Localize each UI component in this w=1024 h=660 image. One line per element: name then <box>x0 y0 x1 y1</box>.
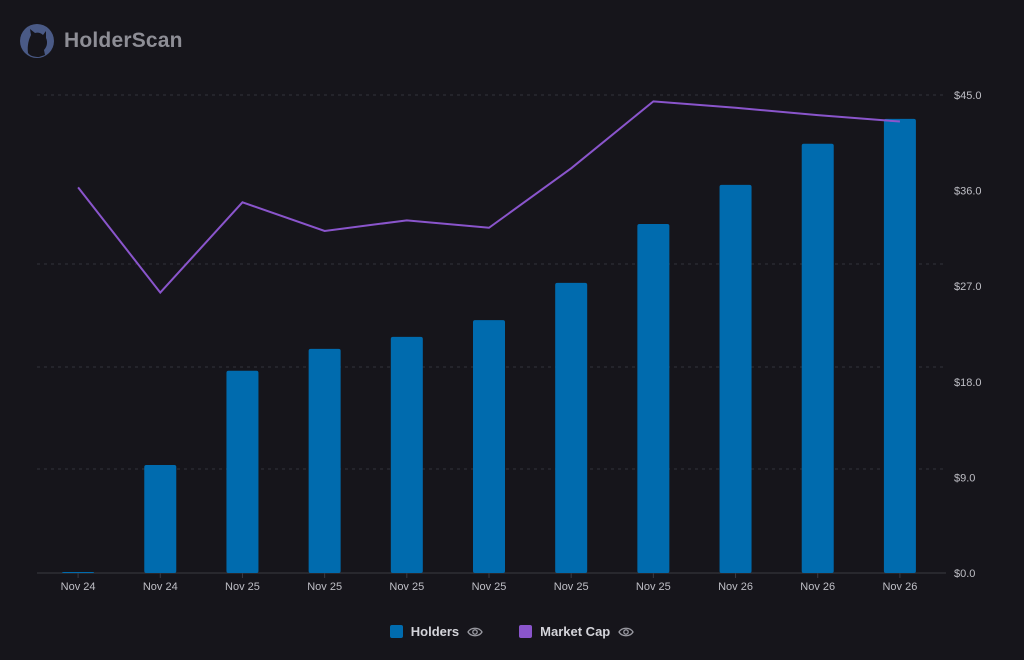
legend-item-market-cap[interactable]: Market Cap <box>519 624 634 639</box>
holders-bar[interactable] <box>308 348 341 573</box>
holders-bar[interactable] <box>883 118 916 574</box>
x-tick-label: Nov 26 <box>882 581 917 593</box>
x-tick-label: Nov 25 <box>225 581 260 593</box>
legend-item-holders[interactable]: Holders <box>389 624 483 639</box>
x-tick-label: Nov 25 <box>307 581 342 593</box>
brand-logo: HolderScan <box>19 23 183 59</box>
y-tick-label: $27.0 <box>954 281 982 293</box>
legend: Holders Market Cap <box>0 624 1024 639</box>
x-tick-label: Nov 26 <box>718 581 753 593</box>
x-tick-label: Nov 26 <box>800 581 835 593</box>
legend-label: Holders <box>410 624 460 639</box>
x-tick-label: Nov 24 <box>143 581 178 593</box>
y-tick-label: $45.0 <box>954 90 982 102</box>
holders-bar[interactable] <box>226 370 259 573</box>
y-tick-label: $18.0 <box>954 377 982 389</box>
holders-bar[interactable] <box>390 336 423 573</box>
y-tick-label: $0.0 <box>954 568 975 580</box>
eye-icon[interactable] <box>618 626 634 638</box>
market-cap-line <box>77 100 900 295</box>
eye-icon[interactable] <box>467 626 483 638</box>
holders-bar[interactable] <box>637 224 670 573</box>
holders-bar[interactable] <box>62 572 95 573</box>
holders-bar[interactable] <box>144 464 177 573</box>
x-tick-label: Nov 25 <box>389 581 424 593</box>
holders-bar[interactable] <box>719 184 752 573</box>
cat-icon <box>20 24 54 58</box>
y-tick-label: $9.0 <box>954 472 975 484</box>
y-tick-label: $36.0 <box>954 186 982 198</box>
x-tick-label: Nov 25 <box>554 581 589 593</box>
brand-name: HolderScan <box>64 29 183 52</box>
x-tick-label: Nov 24 <box>61 581 96 593</box>
x-tick-label: Nov 25 <box>636 581 671 593</box>
holders-bar[interactable] <box>555 282 588 573</box>
holders-bar[interactable] <box>473 320 505 573</box>
holders-bar[interactable] <box>801 143 834 574</box>
legend-label: Market Cap <box>540 624 611 639</box>
x-tick-label: Nov 25 <box>472 581 507 593</box>
holders-swatch <box>389 625 403 638</box>
market-cap-swatch <box>519 625 533 638</box>
